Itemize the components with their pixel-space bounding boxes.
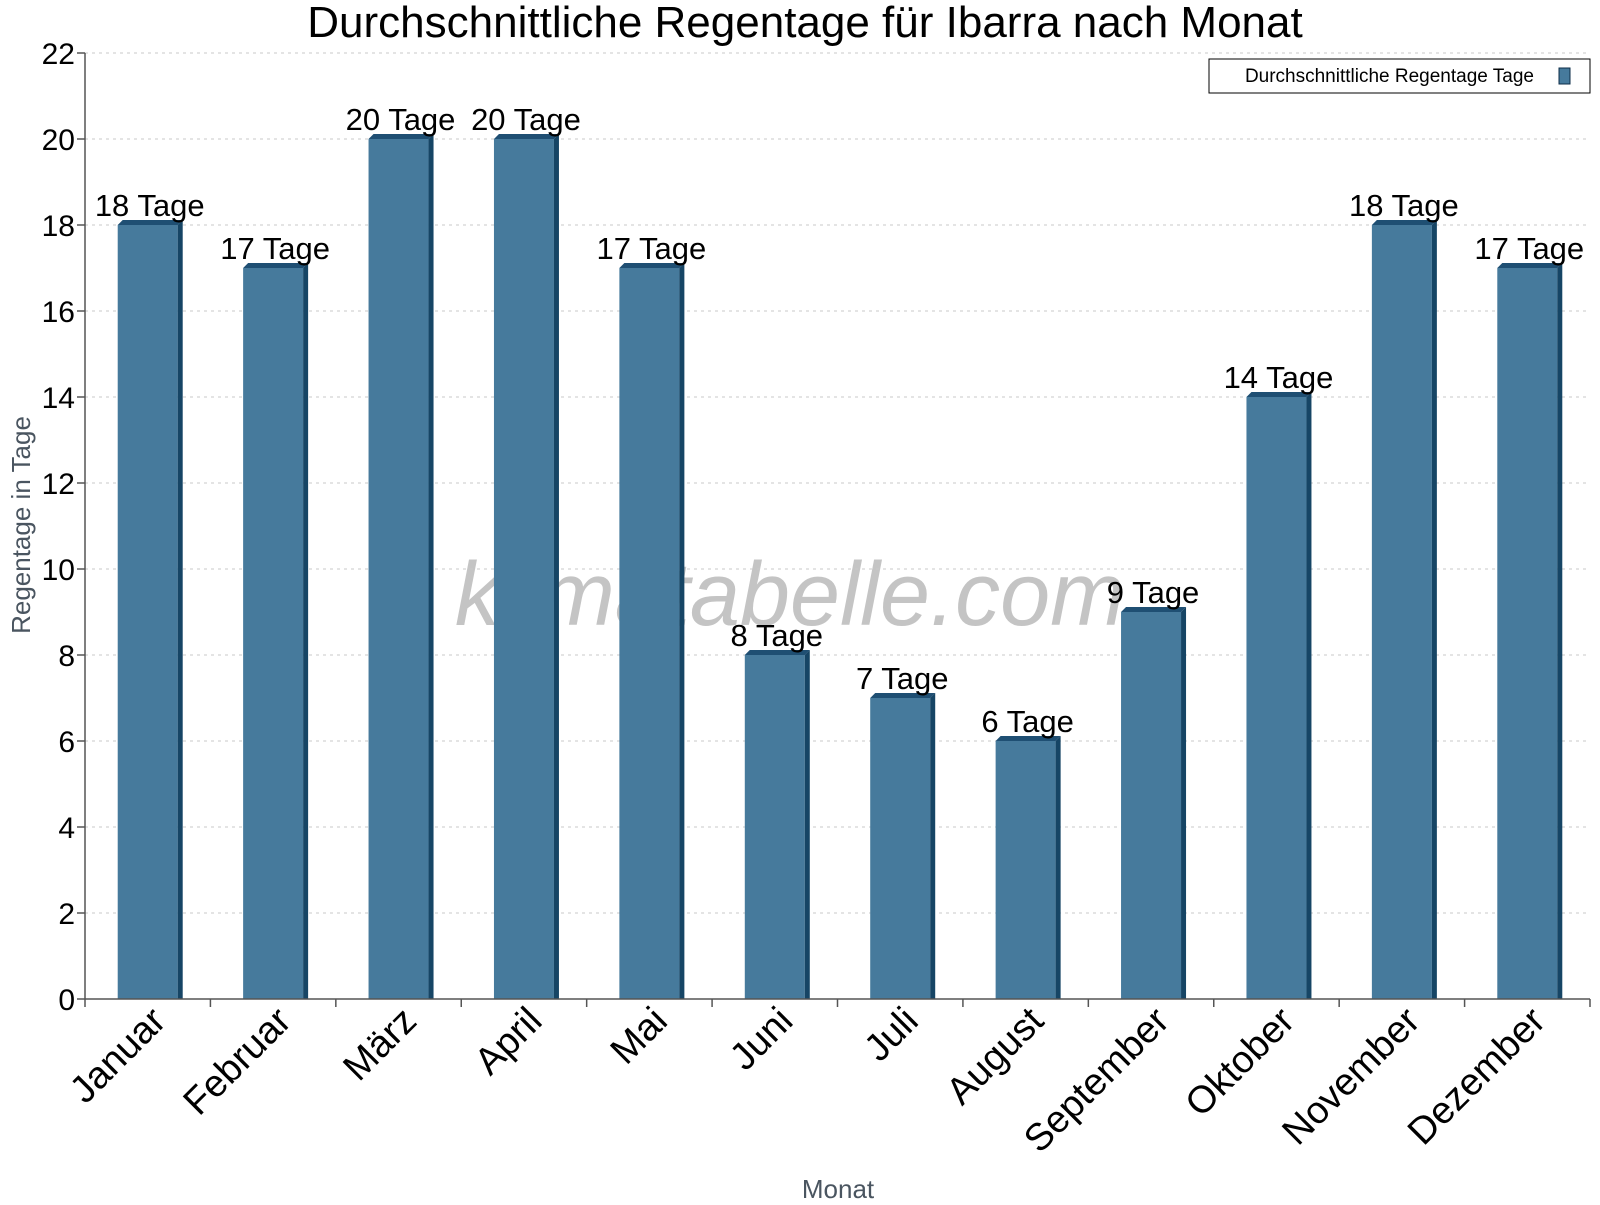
bar-dezember	[1497, 263, 1563, 999]
y-tick-label: 6	[58, 726, 75, 759]
bar-side	[1431, 220, 1437, 999]
data-label: 17 Tage	[596, 231, 706, 266]
x-tick-label: Juli	[857, 1000, 927, 1070]
bar-top	[619, 263, 685, 268]
data-label: 14 Tage	[1224, 360, 1334, 395]
bar-top	[1246, 392, 1312, 397]
y-tick-label: 2	[58, 898, 75, 931]
bar-front	[1121, 612, 1182, 999]
bar-front	[995, 741, 1056, 999]
bar-oktober	[1246, 392, 1312, 999]
bar-januar	[117, 220, 183, 999]
bar-side	[553, 134, 559, 999]
data-label: 18 Tage	[95, 188, 205, 223]
bar-front	[1246, 397, 1307, 999]
x-tick-label: Januar	[62, 999, 174, 1111]
y-tick-label: 14	[42, 382, 75, 415]
bar-front	[1497, 268, 1558, 999]
bar-mai	[619, 263, 685, 999]
y-tick-label: 8	[58, 640, 75, 673]
bar-side	[930, 693, 936, 999]
data-label: 8 Tage	[731, 618, 824, 653]
bar-top	[493, 134, 559, 139]
bar-side	[1557, 263, 1563, 999]
x-tick-label: Juni	[722, 1000, 801, 1079]
bar-november	[1371, 220, 1437, 999]
data-label: 6 Tage	[981, 704, 1074, 739]
bar-april	[493, 134, 559, 999]
bar-front	[1371, 225, 1432, 999]
bar-februar	[243, 263, 309, 999]
data-labels: 18 Tage 17 Tage 20 Tage 20 Tage 17 Tage 8 Tag…	[95, 102, 1584, 739]
x-axis-title: Monat	[802, 1174, 875, 1200]
bar-top	[995, 736, 1061, 741]
y-axis-title: Regentage in Tage	[6, 416, 36, 634]
data-label: 17 Tage	[220, 231, 330, 266]
bar-side	[1181, 607, 1187, 999]
bar-front	[870, 698, 931, 999]
bar-top	[1121, 607, 1187, 612]
watermark: klimatabelle.com	[455, 545, 1125, 645]
bar-top	[368, 134, 434, 139]
legend-label: Durchschnittliche Regentage Tage	[1245, 66, 1534, 87]
bar-top	[1371, 220, 1437, 225]
y-tick-label: 4	[58, 812, 75, 845]
bar-juli	[870, 693, 936, 999]
data-label: 18 Tage	[1349, 188, 1459, 223]
bar-september	[1121, 607, 1187, 999]
y-tick-label: 20	[42, 124, 75, 157]
y-tick-label: 22	[42, 38, 75, 71]
y-tick-label: 18	[42, 210, 75, 243]
bar-märz	[368, 134, 434, 999]
data-label: 7 Tage	[856, 661, 949, 696]
bar-side	[1306, 392, 1312, 999]
legend-box	[1208, 58, 1591, 94]
bar-side	[804, 650, 810, 999]
data-label: 17 Tage	[1474, 231, 1584, 266]
y-tick-label: 12	[42, 468, 75, 501]
x-tick-label: April	[467, 1000, 550, 1083]
bar-side	[428, 134, 434, 999]
y-tick-label: 10	[42, 554, 75, 587]
y-tick-label: 0	[58, 984, 75, 1017]
data-label: 20 Tage	[471, 102, 581, 137]
bar-top	[744, 650, 810, 655]
bar-top	[870, 693, 936, 698]
data-label: 9 Tage	[1107, 575, 1200, 610]
y-tick-label: 16	[42, 296, 75, 329]
bar-august	[995, 736, 1061, 999]
bar-juni	[744, 650, 810, 999]
bars	[117, 134, 1563, 999]
x-tick-label: Februar	[176, 999, 300, 1123]
legend-swatch	[1558, 67, 1571, 85]
bar-top	[1497, 263, 1563, 268]
x-tick-label: Mai	[603, 1000, 676, 1073]
bar-front	[744, 655, 805, 999]
bar-front	[619, 268, 680, 999]
bar-front	[368, 139, 429, 999]
grid	[85, 52, 1590, 914]
bar-side	[177, 220, 183, 999]
bar-top	[117, 220, 183, 225]
bar-side	[679, 263, 685, 999]
bar-front	[493, 139, 554, 999]
bar-front	[117, 225, 178, 999]
x-tick-label: August	[939, 999, 1053, 1113]
bar-front	[243, 268, 304, 999]
chart-title: Durchschnittliche Regentage für Ibarra n…	[307, 0, 1302, 47]
bar-top	[243, 263, 309, 268]
bar-side	[303, 263, 309, 999]
x-tick-label: Dezember	[1400, 999, 1554, 1153]
x-tick-label: März	[335, 1000, 424, 1089]
data-label: 20 Tage	[346, 102, 456, 137]
x-tick-label: Oktober	[1178, 999, 1304, 1125]
legend: Durchschnittliche Regentage Tage	[1208, 58, 1591, 94]
bar-side	[1055, 736, 1061, 999]
